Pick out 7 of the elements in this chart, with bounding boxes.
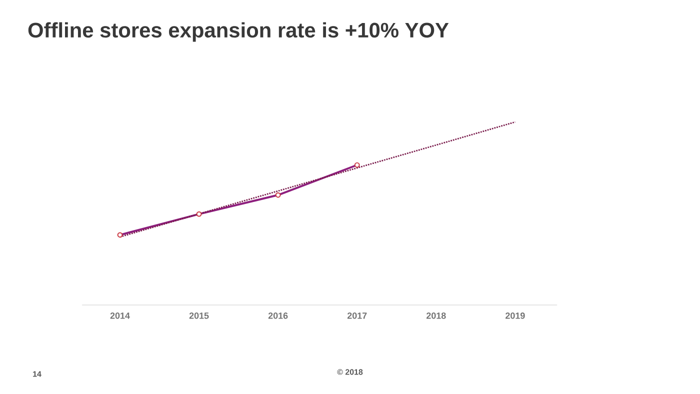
x-tick-label: 2017 — [347, 312, 367, 319]
x-tick-label: 2016 — [268, 312, 288, 319]
chart-title: Offline stores expansion rate is +10% YOY — [28, 22, 449, 42]
x-tick-label: 2014 — [110, 312, 130, 319]
x-tick-label: 2018 — [426, 312, 446, 319]
x-tick-label: 2015 — [189, 312, 209, 319]
x-tick-label: 2019 — [506, 312, 525, 319]
